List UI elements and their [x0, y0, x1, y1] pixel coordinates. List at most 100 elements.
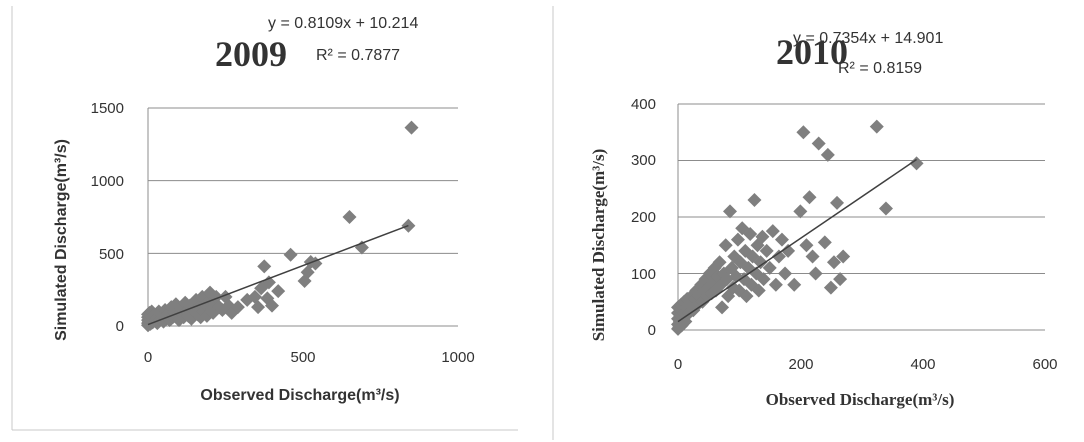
y-tick-label: 300	[631, 152, 656, 169]
x-tick-label: 600	[1032, 356, 1057, 373]
data-point	[765, 224, 780, 239]
data-point	[739, 289, 754, 304]
data-point	[719, 272, 734, 287]
data-point	[261, 275, 276, 290]
data-point	[811, 136, 826, 151]
data-point	[802, 190, 817, 205]
trendline-equation: y = 0.8109x + 10.214	[268, 15, 418, 32]
data-point	[707, 260, 722, 275]
data-point	[833, 272, 848, 287]
data-point	[404, 120, 419, 135]
x-axis-title: Observed Discharge(m³/s)	[200, 387, 399, 404]
data-point	[741, 260, 756, 275]
data-point	[751, 283, 766, 298]
data-point	[300, 265, 315, 280]
data-point	[756, 272, 771, 287]
data-point	[771, 249, 786, 264]
data-point	[753, 255, 768, 270]
data-point	[747, 193, 762, 208]
trendline-equation: y = 0.7354x + 14.901	[793, 30, 943, 47]
x-axis-title: Observed Discharge(m³/s)	[766, 390, 955, 409]
x-tick-label: 200	[788, 356, 813, 373]
x-tick-label: 500	[290, 349, 315, 366]
y-tick-labels: 0 500 1000 1500	[91, 100, 124, 335]
data-point	[730, 232, 745, 247]
chart-title: 2009	[215, 34, 287, 74]
chart-title: 2010	[776, 32, 848, 72]
data-point	[744, 277, 759, 292]
data-point	[817, 235, 832, 250]
data-point	[808, 266, 823, 281]
r-squared-label: R² = 0.7877	[316, 47, 400, 64]
trendline	[677, 158, 917, 323]
x-tick-labels: 0 200 400 600	[674, 356, 1058, 373]
data-point	[759, 243, 774, 258]
data-point	[823, 280, 838, 295]
data-point	[745, 249, 760, 264]
data-point	[909, 156, 924, 171]
data-point	[869, 119, 884, 134]
data-point	[698, 272, 713, 287]
y-tick-label: 0	[648, 322, 656, 339]
data-point	[805, 249, 820, 264]
y-tick-label: 1500	[91, 100, 124, 117]
y-tick-label: 200	[631, 209, 656, 226]
x-tick-label: 0	[674, 356, 682, 373]
data-point	[690, 297, 705, 312]
data-point	[283, 247, 298, 262]
data-point	[230, 300, 245, 315]
data-point	[695, 294, 710, 309]
data-point	[778, 266, 793, 281]
data-point	[836, 249, 851, 264]
data-point	[774, 232, 789, 247]
data-point	[743, 226, 758, 241]
data-point	[796, 125, 811, 140]
data-point	[781, 243, 796, 258]
data-point	[342, 210, 357, 224]
data-point	[820, 147, 835, 162]
y-axis-title: Simulated Discharge(m³/s)	[53, 139, 70, 341]
x-tick-label: 0	[144, 349, 152, 366]
data-point	[257, 259, 272, 274]
gridlines	[147, 107, 458, 327]
data-point	[793, 204, 808, 219]
chart-2009-svg: 2009 y = 0.8109x + 10.214 R² = 0.7877 0 …	[11, 6, 518, 431]
data-point	[712, 255, 727, 270]
data-point	[715, 300, 730, 315]
trendline	[147, 224, 409, 326]
data-point	[247, 289, 262, 304]
r-squared-label: R² = 0.8159	[838, 60, 922, 77]
x-tick-label: 1000	[441, 349, 474, 366]
data-point	[787, 277, 802, 292]
x-tick-labels: 0 500 1000	[144, 349, 475, 366]
data-point	[721, 289, 736, 304]
data-point	[271, 284, 286, 299]
y-tick-label: 500	[99, 246, 124, 263]
data-point	[706, 274, 721, 289]
y-axis-title: Simulated Discharge(m³/s)	[589, 149, 608, 342]
x-tick-label: 400	[910, 356, 935, 373]
y-tick-label: 400	[631, 96, 656, 113]
data-point	[755, 229, 770, 244]
data-point	[830, 195, 845, 210]
data-point	[762, 260, 777, 275]
data-points	[671, 119, 924, 336]
data-point	[718, 238, 733, 253]
data-point	[694, 277, 709, 292]
y-tick-label: 100	[631, 266, 656, 283]
data-point	[265, 298, 279, 313]
data-point	[251, 300, 266, 315]
data-point	[733, 255, 748, 270]
data-point	[799, 238, 814, 253]
chart-2010-svg: 2010 y = 0.7354x + 14.901 R² = 0.8159 0 …	[552, 6, 1058, 440]
data-point	[826, 255, 841, 270]
data-point	[768, 277, 783, 292]
y-tick-label: 0	[116, 318, 124, 335]
data-point	[878, 201, 893, 216]
chart-2010: 2010 y = 0.7354x + 14.901 R² = 0.8159 0 …	[548, 0, 1084, 442]
data-point	[732, 283, 747, 298]
y-tick-label: 1000	[91, 173, 124, 190]
data-points	[141, 120, 419, 333]
data-point	[722, 204, 737, 219]
y-tick-labels: 0 100 200 300 400	[631, 96, 656, 339]
